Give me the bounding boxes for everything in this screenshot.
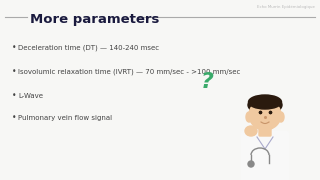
Ellipse shape [245,126,257,136]
Text: Deceleration time (DT) — 140-240 msec: Deceleration time (DT) — 140-240 msec [18,45,159,51]
Text: •: • [12,44,17,53]
Text: Isovolumic relaxation time (IVRT) — 70 mm/sec - >100 mm/sec: Isovolumic relaxation time (IVRT) — 70 m… [18,69,240,75]
Ellipse shape [246,112,252,122]
Text: •: • [12,68,17,76]
Text: L-Wave: L-Wave [18,93,43,99]
Ellipse shape [248,96,282,114]
Text: •: • [12,114,17,123]
Text: •: • [12,91,17,100]
Text: Pulmonary vein flow signal: Pulmonary vein flow signal [18,115,112,121]
Text: ?: ? [201,72,213,92]
Ellipse shape [278,112,284,122]
Circle shape [248,161,254,167]
Text: Echo Murrin Epidémiologique: Echo Murrin Epidémiologique [257,5,315,9]
Ellipse shape [249,95,282,109]
FancyBboxPatch shape [259,126,271,136]
Text: More parameters: More parameters [30,13,159,26]
FancyBboxPatch shape [241,131,289,180]
Ellipse shape [249,100,281,130]
